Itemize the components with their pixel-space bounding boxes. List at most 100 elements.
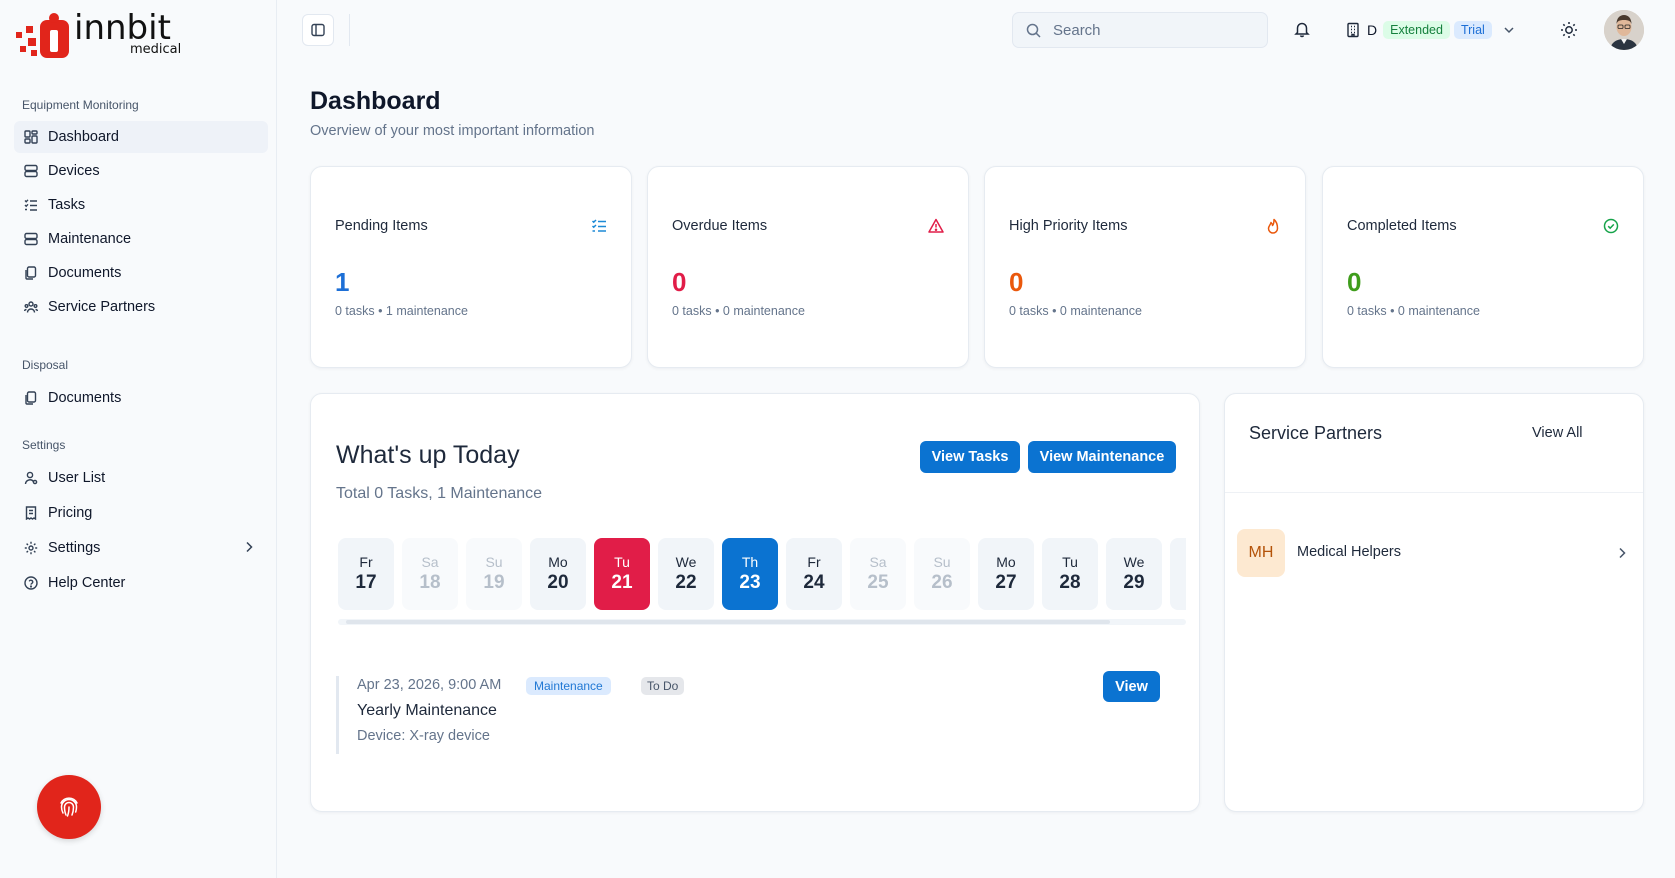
stat-card-high-priority[interactable]: High Priority Items 0 0 tasks • 0 mainte… — [984, 166, 1306, 368]
sidebar-item-user-list[interactable]: User List — [14, 462, 268, 494]
stat-card-overdue[interactable]: Overdue Items 0 0 tasks • 0 maintenance — [647, 166, 969, 368]
server-icon — [24, 232, 38, 246]
stat-label: Overdue Items — [672, 218, 768, 234]
sidebar-item-label: Help Center — [48, 575, 126, 591]
day-chip[interactable]: Su 26 — [914, 538, 970, 610]
day-chip-today[interactable]: Tu 21 — [594, 538, 650, 610]
sidebar-item-label: Pricing — [48, 505, 93, 521]
view-tasks-button[interactable]: View Tasks — [920, 441, 1020, 473]
building-icon — [1347, 22, 1359, 38]
day-number: 19 — [483, 572, 505, 593]
day-number: 20 — [547, 572, 569, 593]
fingerprint-icon — [60, 797, 78, 817]
sidebar-item-pricing[interactable]: Pricing — [14, 497, 268, 529]
today-title: What's up Today — [336, 441, 520, 469]
fingerprint-button[interactable] — [37, 775, 101, 839]
sidebar-item-service-partners[interactable]: Service Partners — [14, 291, 268, 323]
event-item: Apr 23, 2026, 9:00 AM Maintenance To Do … — [336, 676, 1166, 754]
partner-row[interactable]: MH Medical Helpers — [1237, 529, 1633, 577]
day-name: Tu — [1062, 554, 1078, 570]
stat-card-completed[interactable]: Completed Items 0 0 tasks • 0 maintenanc… — [1322, 166, 1644, 368]
theme-toggle-icon[interactable] — [1560, 21, 1578, 39]
stat-value: 0 — [1347, 267, 1362, 297]
day-chip[interactable]: Mo 20 — [530, 538, 586, 610]
day-number: 23 — [739, 572, 761, 593]
organization-switcher[interactable]: D Extended Trial — [1345, 18, 1516, 42]
sidebar: innbit medical Equipment Monitoring Dash… — [0, 0, 277, 878]
sidebar-item-tasks[interactable]: Tasks — [14, 189, 268, 221]
bell-icon[interactable] — [1293, 20, 1311, 38]
day-chip[interactable]: Sa 25 — [850, 538, 906, 610]
nav-section-disposal: Disposal — [22, 358, 69, 372]
day-chip-partial[interactable] — [1170, 538, 1186, 610]
flame-icon — [1267, 218, 1279, 234]
topbar-divider — [349, 14, 350, 46]
scrollbar-thumb[interactable] — [346, 620, 1110, 624]
day-name: Mo — [996, 554, 1016, 570]
view-all-link[interactable]: View All — [1532, 425, 1583, 441]
event-type-badge: Maintenance — [526, 677, 611, 695]
sidebar-item-disposal-documents[interactable]: Documents — [14, 382, 268, 414]
gear-icon — [24, 541, 38, 555]
stat-label: Completed Items — [1347, 218, 1457, 234]
sidebar-item-settings[interactable]: Settings — [14, 532, 268, 564]
day-name: Th — [741, 554, 759, 570]
view-maintenance-button[interactable]: View Maintenance — [1028, 441, 1176, 473]
sidebar-item-help-center[interactable]: Help Center — [14, 567, 268, 599]
search-input[interactable] — [1053, 21, 1253, 39]
day-name: Tu — [614, 554, 630, 570]
server-icon — [24, 164, 38, 178]
sidebar-item-maintenance[interactable]: Maintenance — [14, 223, 268, 255]
day-chip[interactable]: We 22 — [658, 538, 714, 610]
sidebar-item-dashboard[interactable]: Dashboard — [14, 121, 268, 153]
day-name: Mo — [548, 554, 568, 570]
day-name: Sa — [421, 554, 439, 570]
today-subtitle: Total 0 Tasks, 1 Maintenance — [336, 485, 543, 502]
chevron-down-icon — [1504, 27, 1514, 34]
partners-title: Service Partners — [1249, 423, 1383, 443]
day-number: 18 — [419, 572, 441, 593]
day-number: 21 — [611, 572, 633, 593]
day-number: 24 — [803, 572, 825, 593]
brand-name: innbit — [74, 8, 171, 48]
day-chip[interactable]: Sa 18 — [402, 538, 458, 610]
files-icon — [24, 391, 38, 405]
day-chip[interactable]: Mo 27 — [978, 538, 1034, 610]
list-check-icon — [24, 198, 38, 212]
sidebar-item-label: Documents — [48, 390, 122, 406]
brand-sub: medical — [130, 42, 182, 57]
day-chip[interactable]: Su 19 — [466, 538, 522, 610]
search-box[interactable] — [1012, 12, 1268, 48]
stat-meta: 0 tasks • 0 maintenance — [1347, 304, 1480, 318]
partner-avatar: MH — [1237, 529, 1285, 577]
brand-logo[interactable]: innbit medical — [12, 8, 202, 58]
sidebar-item-documents[interactable]: Documents — [14, 257, 268, 289]
day-number: 26 — [931, 572, 953, 593]
event-status-badge: To Do — [641, 677, 685, 695]
stat-value: 0 — [1009, 267, 1024, 297]
day-number: 29 — [1123, 572, 1145, 593]
event-datetime: Apr 23, 2026, 9:00 AM — [357, 677, 502, 693]
sidebar-toggle-button[interactable] — [302, 14, 334, 46]
stat-meta: 0 tasks • 0 maintenance — [672, 304, 805, 318]
stat-card-pending[interactable]: Pending Items 1 0 tasks • 1 maintenance — [310, 166, 632, 368]
check-circle-icon — [1603, 218, 1619, 234]
partner-name: Medical Helpers — [1297, 544, 1401, 560]
date-strip-scrollbar[interactable] — [338, 619, 1186, 625]
event-view-button[interactable]: View — [1103, 671, 1160, 702]
day-name: Sa — [869, 554, 887, 570]
day-chip[interactable]: Fr 17 — [338, 538, 394, 610]
day-chip[interactable]: Fr 24 — [786, 538, 842, 610]
users-icon — [24, 300, 38, 314]
trial-badge: Trial — [1453, 21, 1492, 39]
plan-badge: Extended — [1383, 21, 1450, 39]
user-avatar[interactable] — [1604, 10, 1644, 50]
day-chip-selected[interactable]: Th 23 — [722, 538, 778, 610]
chevron-right-icon — [246, 541, 253, 553]
day-chip[interactable]: We 29 — [1106, 538, 1162, 610]
divider — [1225, 492, 1643, 493]
page-subtitle: Overview of your most important informat… — [310, 123, 595, 139]
sidebar-item-devices[interactable]: Devices — [14, 155, 268, 187]
day-chip[interactable]: Tu 28 — [1042, 538, 1098, 610]
event-device: Device: X-ray device — [357, 728, 490, 744]
